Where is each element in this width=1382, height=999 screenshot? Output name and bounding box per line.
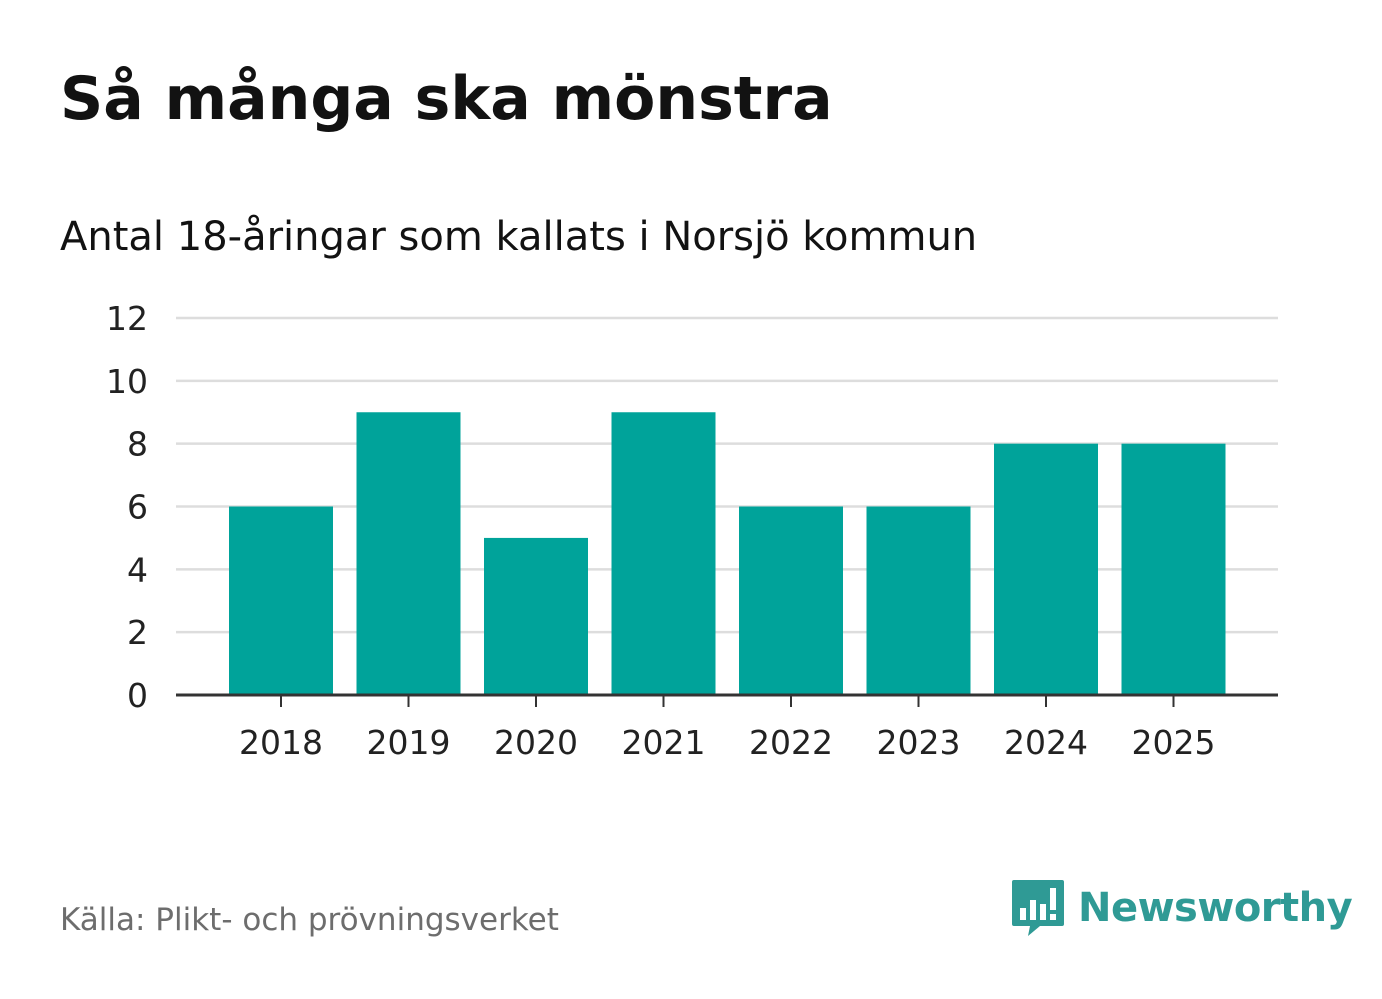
bar-2021 [611, 412, 716, 695]
y-tick-label: 6 [127, 488, 148, 527]
y-tick-label: 0 [127, 676, 148, 715]
x-tick-label: 2023 [877, 723, 961, 762]
y-tick-label: 2 [127, 613, 148, 652]
source-note: Källa: Plikt- och prövningsverket [60, 902, 559, 938]
y-tick-label: 8 [127, 425, 148, 464]
bar-2022 [739, 506, 843, 695]
bar-2023 [866, 506, 971, 695]
bar-2020 [484, 537, 588, 695]
bar-2018 [229, 506, 333, 695]
bar-2019 [356, 412, 461, 695]
grid-lines [176, 316, 1278, 634]
x-tick-label: 2025 [1132, 723, 1216, 762]
x-tick-label: 2021 [622, 723, 706, 762]
y-tick-label: 12 [106, 299, 148, 338]
chart-subtitle: Antal 18-åringar som kallats i Norsjö ko… [60, 214, 978, 260]
x-tick-label: 2018 [239, 723, 323, 762]
x-tick-label: 2020 [494, 723, 578, 762]
bar-2024 [994, 443, 1098, 695]
chart-title: Så många ska mönstra [60, 64, 833, 134]
y-tick-label: 4 [127, 550, 148, 589]
y-tick-label: 10 [106, 362, 148, 401]
x-tick-label: 2024 [1004, 723, 1088, 762]
bar-2025 [1121, 443, 1226, 695]
brand-name: Newsworthy [1078, 885, 1353, 931]
x-tick-label: 2022 [749, 723, 833, 762]
newsworthy-logo-icon [1012, 880, 1064, 936]
axes [176, 693, 1278, 707]
tick-labels: 0 2 4 6 8 10 12 2018 2019 2020 2021 2022 2023 2024 202… [106, 299, 1215, 762]
brand-logo: Newsworthy [1010, 878, 1353, 938]
bars [229, 412, 1226, 695]
x-tick-label: 2019 [367, 723, 451, 762]
